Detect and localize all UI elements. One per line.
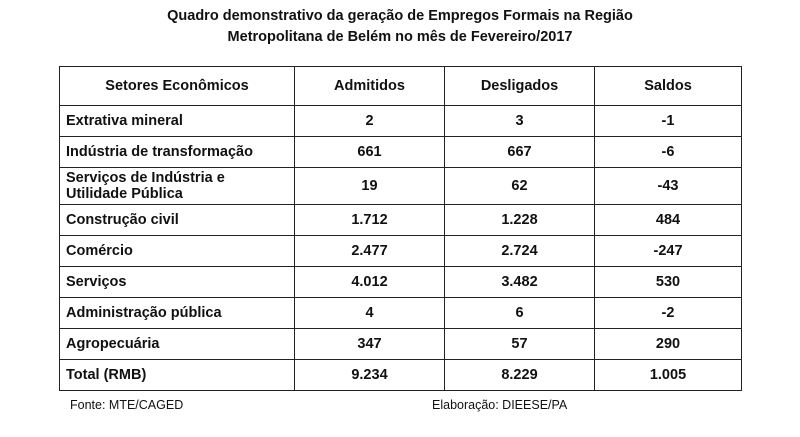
cell-desligados: 667	[444, 136, 595, 168]
cell-sector: Comércio	[59, 235, 295, 267]
header-saldos: Saldos	[594, 66, 742, 106]
cell-admitidos: 2	[294, 105, 445, 137]
cell-sector: Serviços de Indústria e Utilidade Públic…	[59, 167, 295, 205]
cell-saldos: -43	[594, 167, 742, 205]
cell-desligados: 1.228	[444, 204, 595, 236]
cell-desligados: 6	[444, 297, 595, 329]
table-row: Administração pública 4 6 -2	[59, 297, 742, 329]
cell-desligados: 3	[444, 105, 595, 137]
cell-admitidos: 19	[294, 167, 445, 205]
cell-admitidos: 2.477	[294, 235, 445, 267]
cell-saldos: 1.005	[594, 359, 742, 391]
cell-sector: Total (RMB)	[59, 359, 295, 391]
cell-saldos: -2	[594, 297, 742, 329]
table-row: Serviços 4.012 3.482 530	[59, 266, 742, 298]
cell-admitidos: 4.012	[294, 266, 445, 298]
header-sector: Setores Econômicos	[59, 66, 295, 106]
cell-sector: Administração pública	[59, 297, 295, 329]
table-row-total: Total (RMB) 9.234 8.229 1.005	[59, 359, 742, 391]
cell-sector: Indústria de transformação	[59, 136, 295, 168]
cell-saldos: -6	[594, 136, 742, 168]
cell-admitidos: 9.234	[294, 359, 445, 391]
table-row: Extrativa mineral 2 3 -1	[59, 105, 742, 137]
table-row: Indústria de transformação 661 667 -6	[59, 136, 742, 168]
cell-desligados: 57	[444, 328, 595, 360]
source-note: Fonte: MTE/CAGED	[70, 398, 184, 412]
title-line-1: Quadro demonstrativo da geração de Empre…	[167, 8, 633, 24]
cell-desligados: 8.229	[444, 359, 595, 391]
cell-admitidos: 4	[294, 297, 445, 329]
cell-sector: Serviços	[59, 266, 295, 298]
elaboration-note: Elaboração: DIEESE/PA	[432, 398, 568, 412]
cell-saldos: -247	[594, 235, 742, 267]
cell-admitidos: 1.712	[294, 204, 445, 236]
cell-desligados: 2.724	[444, 235, 595, 267]
table-row: Comércio 2.477 2.724 -247	[59, 235, 742, 267]
table-row: Construção civil 1.712 1.228 484	[59, 204, 742, 236]
title-line-2: Metropolitana de Belém no mês de Feverei…	[227, 29, 573, 45]
cell-sector: Construção civil	[59, 204, 295, 236]
cell-sector: Extrativa mineral	[59, 105, 295, 137]
cell-admitidos: 347	[294, 328, 445, 360]
cell-saldos: 290	[594, 328, 742, 360]
employment-table: Setores Econômicos Admitidos Desligados …	[59, 66, 742, 391]
table-row: Serviços de Indústria e Utilidade Públic…	[59, 167, 742, 205]
header-admitidos: Admitidos	[294, 66, 445, 106]
header-desligados: Desligados	[444, 66, 595, 106]
cell-saldos: -1	[594, 105, 742, 137]
cell-saldos: 530	[594, 266, 742, 298]
document-title: Quadro demonstrativo da geração de Empre…	[0, 6, 800, 48]
cell-saldos: 484	[594, 204, 742, 236]
cell-admitidos: 661	[294, 136, 445, 168]
cell-sector: Agropecuária	[59, 328, 295, 360]
table-header-row: Setores Econômicos Admitidos Desligados …	[59, 66, 742, 106]
table-row: Agropecuária 347 57 290	[59, 328, 742, 360]
cell-desligados: 62	[444, 167, 595, 205]
cell-desligados: 3.482	[444, 266, 595, 298]
